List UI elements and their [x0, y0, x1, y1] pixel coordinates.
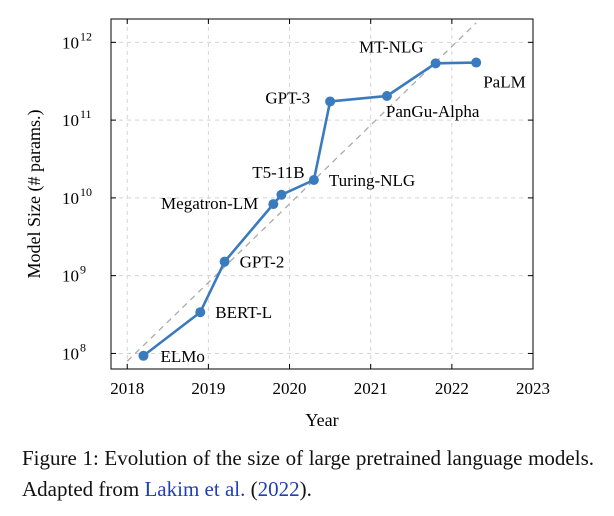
y-tick-exponent: 10: [80, 185, 92, 199]
citation-author[interactable]: Lakim et al.: [144, 477, 246, 501]
data-label-gpt-2: GPT-2: [240, 253, 285, 272]
series-line: [142, 61, 477, 357]
data-point-megatron-lm: [268, 199, 279, 210]
data-point-elmo: [138, 350, 149, 361]
x-tick-label: 2022: [435, 379, 469, 398]
caption-text: Figure 1: Evolution of the size of large…: [22, 446, 594, 501]
data-point-mt-nlg: [430, 58, 441, 69]
citation-close: ).: [299, 477, 312, 501]
data-label-mt-nlg: MT-NLG: [359, 37, 424, 56]
y-tick-exponent: 11: [80, 107, 92, 121]
y-tick-label: 10: [62, 111, 79, 130]
data-points: [138, 57, 482, 361]
data-point-t5-11b: [276, 189, 287, 200]
data-label-palm: PaLM: [483, 73, 526, 92]
data-label-pangu-alpha: PanGu-Alpha: [386, 102, 480, 121]
data-label-gpt-3: GPT-3: [265, 88, 310, 107]
figure-caption: Figure 1: Evolution of the size of large…: [22, 443, 594, 505]
plot-frame: [110, 18, 534, 370]
y-tick-label: 10: [62, 267, 79, 286]
citation-year[interactable]: 2022: [257, 477, 300, 501]
data-label-bert-l: BERT-L: [215, 303, 272, 322]
x-axis-label: Year: [305, 410, 338, 430]
x-tick-label: 2021: [354, 379, 388, 398]
x-tick-label: 2020: [273, 379, 307, 398]
y-axis-label: Model Size (# params.): [24, 110, 45, 279]
x-tick-label: 2023: [516, 379, 550, 398]
x-tick-label: 2019: [191, 379, 225, 398]
data-label-turing-nlg: Turing-NLG: [329, 171, 415, 190]
y-tick-exponent: 12: [80, 29, 92, 43]
data-point-palm: [471, 57, 482, 68]
y-tick-label: 10: [62, 33, 79, 52]
data-point-bert-l: [195, 307, 206, 318]
citation-open: (: [245, 477, 258, 501]
data-label-t5-11b: T5-11B: [252, 163, 304, 182]
y-tick-exponent: 9: [80, 263, 86, 277]
grid: [111, 19, 534, 369]
data-label-elmo: ELMo: [160, 347, 204, 366]
y-tick-exponent: 8: [80, 340, 86, 354]
data-point-gpt-2: [219, 256, 230, 267]
data-label-megatron-lm: Megatron-LM: [161, 194, 258, 213]
data-point-pangu-alpha: [381, 91, 392, 101]
y-tick-label: 10: [62, 344, 79, 363]
trend-line: [126, 22, 477, 362]
data-labels: ELMo BERT-L GPT-2 Megatron-LM T5-11B Turing-N…: [160, 37, 525, 365]
data-point-turing-nlg: [308, 175, 319, 185]
y-tick-label: 10: [62, 189, 79, 208]
x-tick-label: 2018: [110, 379, 144, 398]
data-point-gpt-3: [325, 96, 336, 107]
